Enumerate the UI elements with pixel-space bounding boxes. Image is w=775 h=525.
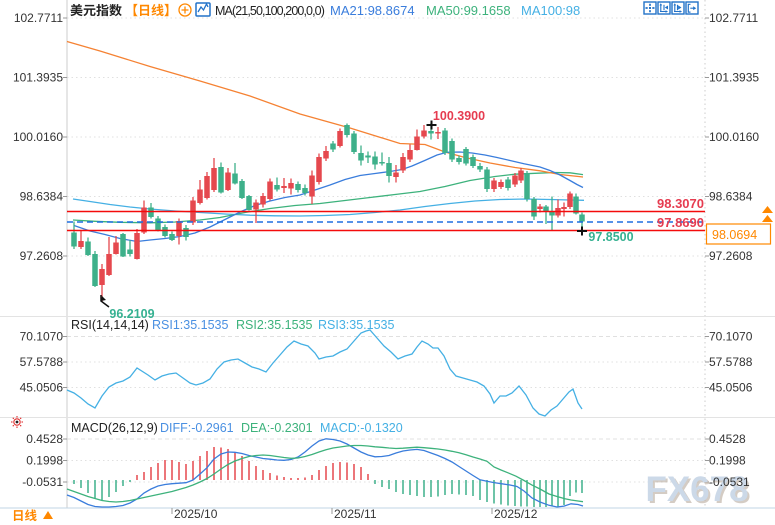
svg-text:RSI(14,14,14): RSI(14,14,14) — [71, 318, 149, 332]
svg-text:98.3070: 98.3070 — [657, 196, 704, 211]
svg-text:57.5788: 57.5788 — [20, 355, 64, 369]
svg-text:MA(21,50,100,200,0,0): MA(21,50,100,200,0,0) — [215, 4, 325, 18]
svg-text:0.1998: 0.1998 — [709, 454, 746, 468]
svg-text:DEA:-0.2301: DEA:-0.2301 — [241, 421, 313, 435]
svg-text:RSI2:35.1535: RSI2:35.1535 — [236, 318, 312, 332]
svg-text:45.0506: 45.0506 — [20, 381, 64, 395]
svg-text:DIFF:-0.2961: DIFF:-0.2961 — [160, 421, 234, 435]
svg-text:101.3935: 101.3935 — [709, 71, 759, 85]
svg-text:98.6384: 98.6384 — [20, 190, 64, 204]
svg-text:2025/10: 2025/10 — [174, 507, 218, 521]
svg-text:97.8500: 97.8500 — [588, 230, 633, 244]
svg-text:57.5788: 57.5788 — [709, 355, 753, 369]
svg-text:MACD(26,12,9): MACD(26,12,9) — [71, 421, 158, 435]
svg-text:96.2109: 96.2109 — [109, 307, 154, 321]
svg-text:102.7711: 102.7711 — [709, 11, 758, 25]
svg-text:0.4528: 0.4528 — [26, 432, 63, 446]
svg-text:MA50:99.1658: MA50:99.1658 — [426, 3, 511, 18]
svg-text:97.2608: 97.2608 — [709, 249, 753, 263]
svg-text:MA21:98.8674: MA21:98.8674 — [330, 3, 415, 18]
svg-text:RSI3:35.1535: RSI3:35.1535 — [318, 318, 394, 332]
svg-text:-0.0531: -0.0531 — [709, 475, 750, 489]
svg-text:0.4528: 0.4528 — [709, 432, 746, 446]
svg-text:97.2608: 97.2608 — [20, 249, 64, 263]
svg-text:MACD:-0.1320: MACD:-0.1320 — [320, 421, 403, 435]
svg-text:100.0160: 100.0160 — [709, 130, 759, 144]
svg-text:RSI1:35.1535: RSI1:35.1535 — [152, 318, 228, 332]
svg-text:70.1070: 70.1070 — [20, 330, 64, 344]
svg-text:98.0694: 98.0694 — [712, 228, 757, 242]
svg-text:2025/12: 2025/12 — [494, 507, 538, 521]
svg-text:98.6384: 98.6384 — [709, 190, 753, 204]
svg-text:45.0506: 45.0506 — [709, 381, 753, 395]
svg-text:100.3900: 100.3900 — [433, 109, 485, 123]
svg-text:-0.0531: -0.0531 — [22, 475, 63, 489]
svg-text:70.1070: 70.1070 — [709, 330, 753, 344]
svg-text:0.1998: 0.1998 — [26, 454, 63, 468]
svg-text:97.8690: 97.8690 — [657, 215, 704, 230]
svg-text:FX678: FX678 — [647, 472, 750, 511]
svg-text:MA100:98: MA100:98 — [521, 3, 580, 18]
svg-text:2025/11: 2025/11 — [334, 507, 377, 521]
svg-text:102.7711: 102.7711 — [14, 11, 63, 25]
svg-text:100.0160: 100.0160 — [13, 130, 63, 144]
svg-text:101.3935: 101.3935 — [13, 71, 63, 85]
svg-text:FX678: FX678 — [645, 470, 748, 509]
